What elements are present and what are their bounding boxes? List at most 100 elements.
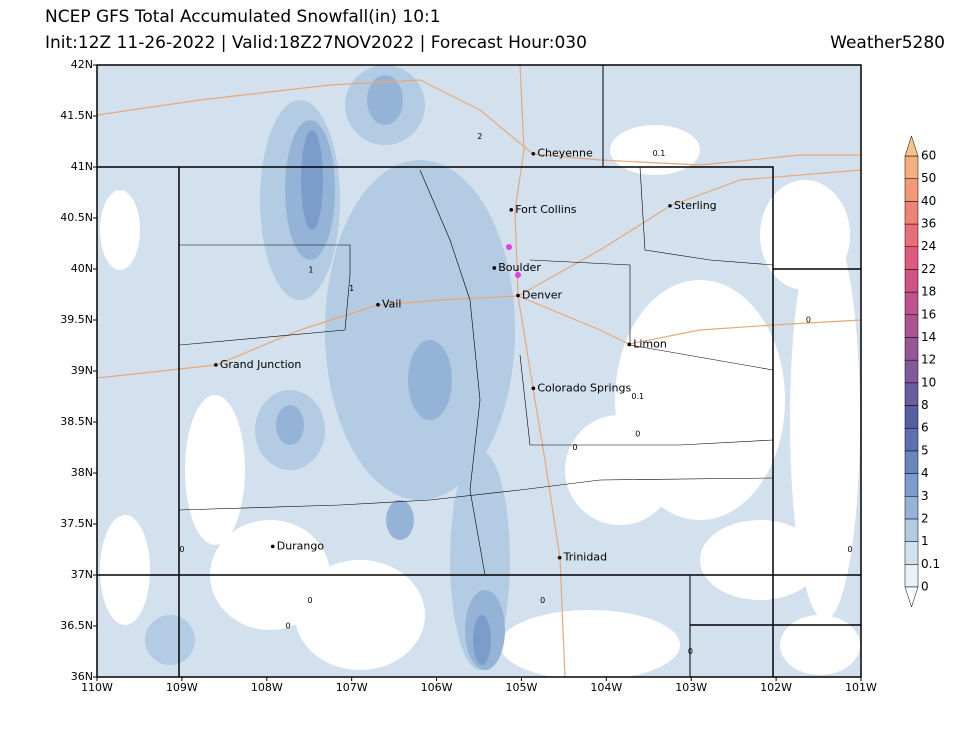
colorbar-swatch	[904, 427, 919, 452]
colorbar-label: 12	[921, 353, 936, 367]
colorbar-swatch	[904, 450, 919, 474]
colorbar-arrow	[904, 586, 919, 608]
snow-area	[185, 395, 245, 545]
colorbar-label: 10	[921, 375, 936, 389]
snow-area	[367, 75, 403, 125]
lat-tick-label: 41.5N	[60, 109, 93, 122]
contour-label: 2	[477, 132, 482, 141]
snow-area	[610, 125, 700, 175]
road	[97, 79, 861, 166]
lat-tick-label: 38N	[71, 466, 93, 479]
snow-area	[100, 515, 150, 625]
colorbar-label: 14	[921, 330, 936, 344]
snow-area	[790, 220, 860, 620]
snow-area	[500, 610, 680, 677]
colorbar-label: 5	[921, 443, 929, 457]
snow-area	[565, 415, 675, 525]
colorbar-label: 36	[921, 217, 936, 231]
lat-tick-label: 41N	[71, 160, 93, 173]
lat-tick-label: 38.5N	[60, 415, 93, 428]
city-label: Vail	[382, 298, 402, 311]
colorbar-swatch	[904, 314, 919, 338]
city-label: Trinidad	[563, 551, 607, 564]
lat-tick-label: 36.5N	[60, 619, 93, 632]
city-label: Durango	[277, 539, 325, 552]
city-label: Cheyenne	[537, 147, 593, 160]
colorbar-label: 18	[921, 285, 936, 299]
city-label: Grand Junction	[220, 358, 302, 371]
map-labels: 42N 41.5N 41N 40.5N 40N 39.5N 39N 38.5N 38N 37.5N…	[60, 58, 877, 694]
colorbar-label: 2	[921, 511, 929, 525]
lon-tick-label: 108W	[251, 681, 283, 694]
contour-label: 0.1	[631, 392, 644, 401]
marker	[506, 244, 512, 250]
colorbar-label: 60	[921, 149, 936, 163]
snow-area	[145, 615, 195, 665]
lon-tick-label: 106W	[421, 681, 453, 694]
city-dot	[516, 293, 520, 298]
subtitle: Init:12Z 11-26-2022 | Valid:18Z27NOV2022…	[45, 33, 587, 53]
city-dot	[531, 151, 536, 156]
lon-tick-label: 105W	[506, 681, 538, 694]
lat-tick-label: 40N	[71, 262, 93, 275]
city-label: Sterling	[674, 199, 717, 212]
lon-tick-label: 109W	[166, 681, 198, 694]
lat-tick-label: 37N	[71, 568, 93, 581]
snow-area	[276, 405, 304, 445]
colorbar-swatch	[904, 291, 919, 316]
colorbar-swatch	[904, 473, 919, 497]
county-line	[178, 477, 774, 511]
lon-tick-label: 107W	[336, 681, 368, 694]
contour-label: 0	[308, 596, 313, 605]
lon-tick-label: 110W	[81, 681, 113, 694]
city-dot	[627, 342, 632, 347]
colorbar-swatch	[904, 496, 919, 520]
snow-area	[301, 130, 323, 230]
city-dot	[492, 266, 497, 270]
contour-label: 0	[540, 596, 545, 605]
contour-label: 0	[847, 545, 852, 554]
lon-tick-label: 103W	[675, 681, 707, 694]
lon-tick-label: 102W	[760, 681, 792, 694]
contour-label: 0	[179, 545, 184, 554]
colorbar-swatch	[904, 337, 919, 361]
colorbar-label: 8	[921, 398, 929, 412]
contour-label: 1	[349, 284, 354, 293]
colorbar-label: 40	[921, 194, 936, 208]
colorbar-label: 4	[921, 466, 929, 480]
colorbar-swatch	[904, 155, 919, 179]
colorbar-swatch	[904, 269, 919, 293]
lat-tick-label: 39.5N	[60, 313, 93, 326]
colorbar-label: 22	[921, 262, 936, 276]
lat-tick-label: 39N	[71, 364, 93, 377]
colorbar-swatch	[904, 359, 919, 384]
snow-area	[295, 560, 425, 670]
county-line	[179, 244, 351, 346]
snow-area	[473, 615, 491, 665]
snow-area	[760, 180, 850, 290]
lon-tick-label: 104W	[590, 681, 622, 694]
title: NCEP GFS Total Accumulated Snowfall(in) …	[45, 7, 441, 27]
county-line	[529, 259, 774, 371]
colorbar-arrow	[904, 135, 919, 157]
contour-label: 0	[635, 430, 640, 439]
lat-tick-label: 37.5N	[60, 517, 93, 530]
snow-area	[386, 500, 414, 540]
snow-area	[780, 615, 860, 675]
state-border	[97, 166, 774, 677]
colorbar-swatch	[904, 541, 919, 565]
contour-label: 0	[806, 316, 811, 325]
colorbar-swatch	[904, 405, 919, 429]
colorbar-label: 16	[921, 307, 936, 321]
county-line	[419, 169, 486, 576]
city-dot	[557, 555, 562, 560]
colorbar-label: 24	[921, 239, 936, 253]
city-dot	[531, 386, 536, 391]
county-line	[519, 354, 774, 446]
city-dot	[376, 302, 380, 307]
lat-tick-label: 42N	[71, 58, 93, 71]
colorbar-label: 50	[921, 171, 936, 185]
colorbar-label: 0.1	[921, 557, 940, 571]
